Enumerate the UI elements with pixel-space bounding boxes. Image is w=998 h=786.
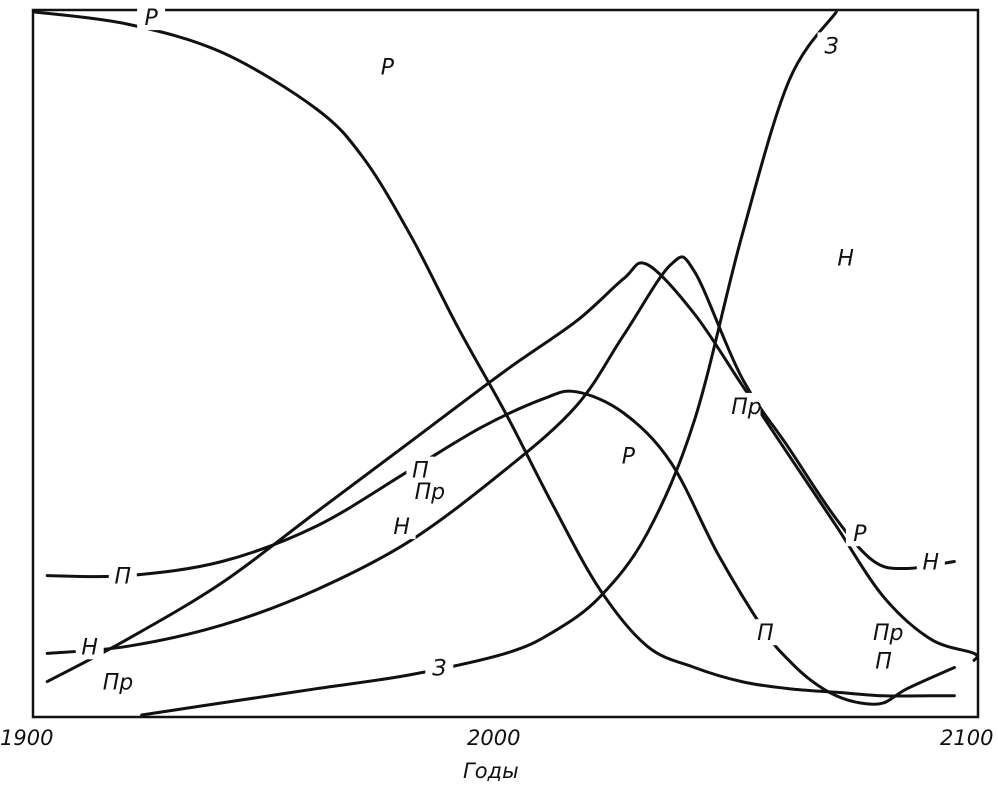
series-line-2 — [45, 261, 979, 684]
series-label-bg — [373, 53, 402, 80]
series-label-bg — [817, 32, 846, 59]
series-line-0 — [33, 10, 956, 698]
series-label-bg — [137, 4, 166, 31]
series-label-bg — [614, 442, 643, 469]
series-label-0-1: Р — [381, 56, 395, 81]
series-label-bg — [732, 392, 761, 419]
series-label-2-3: Пр — [873, 621, 904, 646]
series-label-1-1: П — [412, 459, 429, 484]
series-label-bg — [916, 548, 945, 575]
series-label-3-1: Н — [393, 515, 410, 540]
series-label-bg — [751, 619, 780, 646]
series-label-bg — [874, 619, 903, 646]
series-line-4 — [140, 10, 838, 717]
x-axis-title: Годы — [463, 759, 519, 783]
series-label-3-0: Н — [81, 635, 98, 660]
series-label-bg — [108, 562, 137, 589]
x-tick-1900: 1900 — [0, 726, 53, 750]
series-label-0-2: Р — [622, 444, 636, 469]
x-tick-2100: 2100 — [940, 726, 993, 750]
series-label-0-0: Р — [144, 6, 158, 31]
series-label-bg — [387, 513, 416, 540]
series-line-3 — [45, 255, 956, 655]
series-label-2-2: Пр — [731, 395, 762, 420]
series-label-bg — [869, 647, 898, 674]
series-label-bg — [425, 654, 454, 681]
series-label-3-2: Н — [837, 246, 854, 271]
series-label-1-0: П — [115, 565, 132, 590]
series-label-2-0: Пр — [103, 671, 134, 696]
series-label-2-1: Пр — [415, 480, 446, 505]
series-label-1-2: П — [757, 621, 774, 646]
series-line-1 — [45, 389, 956, 706]
series-label-bg — [845, 520, 874, 547]
series-layer — [33, 10, 979, 717]
series-label-4-1: З — [824, 34, 838, 59]
series-label-bg — [415, 477, 444, 504]
series-label-bg — [831, 244, 860, 271]
series-label-bg — [104, 668, 132, 695]
series-label-4-0: З — [432, 657, 446, 682]
series-label-1-3: П — [875, 649, 892, 674]
x-tick-2000: 2000 — [467, 726, 520, 750]
plot-frame — [31, 8, 980, 719]
series-label-3-3: Н — [923, 551, 940, 576]
series-label-0-3: Р — [853, 522, 867, 547]
series-label-bg — [75, 633, 104, 660]
